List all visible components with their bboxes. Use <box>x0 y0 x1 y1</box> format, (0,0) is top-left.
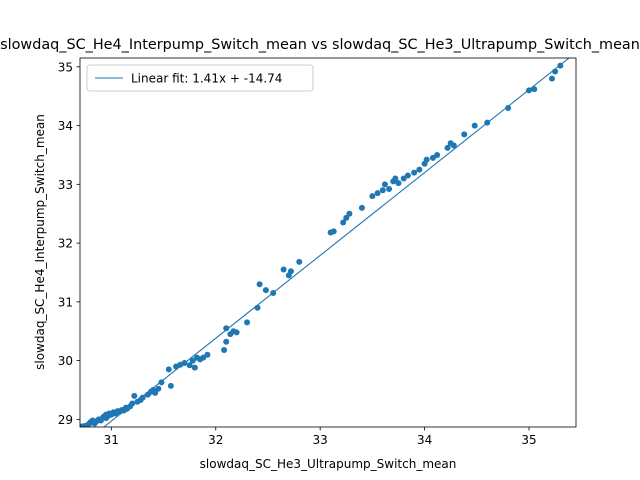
data-point <box>340 219 347 226</box>
data-point <box>296 258 303 265</box>
data-point <box>386 186 393 193</box>
data-point <box>221 347 228 354</box>
data-point <box>444 144 451 151</box>
data-point <box>557 62 564 69</box>
data-point <box>429 154 436 161</box>
data-point <box>392 175 399 182</box>
data-point <box>411 169 418 176</box>
x-axis-label: slowdaq_SC_He3_Ultrapump_Switch_mean <box>200 457 457 471</box>
data-point <box>461 131 468 138</box>
data-point <box>379 187 386 194</box>
data-point <box>505 104 512 111</box>
data-point <box>343 214 350 221</box>
x-tick-label: 35 <box>521 433 536 447</box>
data-point <box>131 392 138 399</box>
data-point <box>262 287 269 294</box>
data-point <box>369 193 376 200</box>
data-point <box>189 357 196 364</box>
data-point <box>358 204 365 211</box>
data-point <box>223 338 230 345</box>
data-point <box>270 290 277 297</box>
plot-area <box>80 58 576 427</box>
data-point <box>552 68 559 75</box>
data-point <box>381 181 388 188</box>
legend-label: Linear fit: 1.41x + -14.74 <box>131 72 282 86</box>
data-point <box>204 351 211 358</box>
x-tick-label: 34 <box>417 433 432 447</box>
data-point <box>165 366 172 373</box>
data-point <box>416 166 423 173</box>
y-tick-label: 29 <box>58 413 73 427</box>
data-point <box>244 319 251 326</box>
data-point <box>548 75 555 82</box>
data-point <box>374 190 381 197</box>
data-point <box>434 151 441 158</box>
data-point <box>484 119 491 126</box>
y-tick-label: 32 <box>58 237 73 251</box>
data-point <box>254 304 261 311</box>
data-point <box>233 329 240 336</box>
x-tick-label: 31 <box>104 433 119 447</box>
x-tick-label: 32 <box>208 433 223 447</box>
data-point <box>280 266 287 273</box>
data-point <box>167 382 174 389</box>
data-point <box>223 325 230 332</box>
data-point <box>526 87 533 94</box>
axes-frame <box>79 57 577 428</box>
data-point <box>158 379 165 386</box>
data-point <box>395 180 402 187</box>
data-point <box>287 268 294 275</box>
data-point <box>404 172 411 179</box>
data-point <box>450 142 457 149</box>
data-point <box>155 385 162 392</box>
y-tick-label: 34 <box>58 119 73 133</box>
data-point <box>400 175 407 182</box>
data-point <box>531 86 538 93</box>
data-point <box>256 281 263 288</box>
data-point <box>330 228 337 235</box>
x-tick-label: 33 <box>313 433 328 447</box>
legend-box <box>86 64 314 92</box>
chart-title: slowdaq_SC_He4_Interpump_Switch_mean vs … <box>0 37 640 53</box>
data-point <box>423 156 430 163</box>
data-point <box>181 359 188 366</box>
data-point <box>471 122 478 129</box>
data-point <box>152 389 159 396</box>
y-tick-label: 30 <box>58 354 73 368</box>
data-point <box>346 210 353 217</box>
data-point <box>129 400 136 407</box>
y-tick-label: 31 <box>58 295 73 309</box>
data-point <box>186 362 193 369</box>
data-point <box>191 364 198 371</box>
data-point <box>200 354 207 361</box>
y-axis-label: slowdaq_SC_He4_Interpump_Switch_mean <box>33 114 47 370</box>
y-tick-label: 35 <box>58 60 73 74</box>
y-tick-label: 33 <box>58 178 73 192</box>
data-point <box>139 394 146 401</box>
